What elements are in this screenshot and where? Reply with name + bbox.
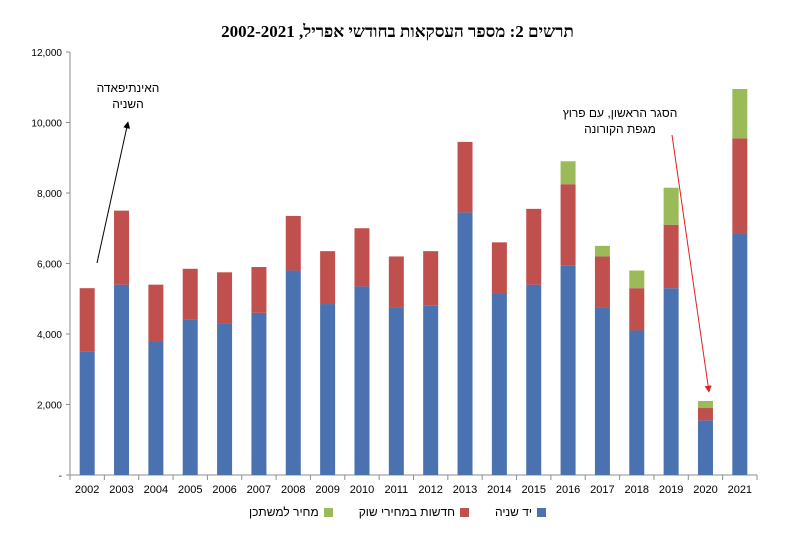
bar-second-hand-2008 [285,270,301,475]
y-tick-label: - [59,471,62,482]
bar-mechir-lamishtaken-2016 [560,161,576,185]
bar-second-hand-2012 [423,305,439,475]
bar-second-hand-2002 [79,351,95,475]
x-tick-label: 2011 [384,484,408,496]
bar-second-hand-2013 [457,212,473,475]
bar-second-hand-2019 [663,288,679,475]
x-tick-label: 2012 [418,484,442,496]
bar-mechir-lamishtaken-2021 [732,89,748,139]
chart-legend: יד שניה חדשות במחירי שוק מחיר למשתכן [0,505,795,519]
bar-new-market-2011 [388,256,404,308]
bar-new-market-2019 [663,224,679,289]
legend-label-new-market: חדשות במחירי שוק [358,505,456,519]
annotation-covid: הסגר הראשון, עם פרוץ מגפת הקורונה [545,105,695,137]
bar-new-market-2016 [560,184,576,266]
bar-second-hand-2005 [182,319,198,475]
x-tick-label: 2009 [315,484,339,496]
annotation-covid-line-1: הסגר הראשון, עם פרוץ [562,106,678,120]
bar-new-market-2012 [423,251,439,306]
annotation-intifada-line-2: השניה [112,97,144,111]
bar-second-hand-2018 [629,330,645,475]
bar-second-hand-2020 [697,420,713,475]
x-tick-label: 2004 [144,484,168,496]
x-tick-label: 2013 [453,484,477,496]
annotation-intifada-line-1: האינתיפאדה [96,81,160,95]
bar-new-market-2015 [526,208,542,285]
legend-swatch-mechir-lamishtaken [323,507,333,517]
bar-new-market-2010 [354,228,370,287]
bar-second-hand-2004 [148,341,164,475]
bar-new-market-2009 [320,251,336,305]
y-tick-label: 6,000 [37,260,62,271]
bar-mechir-lamishtaken-2020 [697,400,713,409]
annotation-arrow-covid [671,134,712,393]
bar-mechir-lamishtaken-2017 [594,245,610,257]
bar-new-market-2002 [79,288,95,352]
legend-label-second-hand: יד שניה [495,505,533,519]
bar-new-market-2013 [457,141,473,213]
x-tick-label: 2021 [728,484,752,496]
legend-item-second-hand: יד שניה [495,505,547,519]
x-tick-label: 2007 [247,484,271,496]
bar-new-market-2004 [148,284,164,342]
x-tick-label: 2016 [556,484,580,496]
bar-second-hand-2015 [526,284,542,475]
x-tick-label: 2008 [281,484,305,496]
annotation-covid-line-2: מגפת הקורונה [584,122,656,136]
bar-second-hand-2021 [732,233,748,475]
y-tick-label: 10,000 [31,119,62,130]
x-tick-label: 2017 [590,484,614,496]
bar-new-market-2017 [594,256,610,308]
x-tick-label: 2018 [625,484,649,496]
bar-second-hand-2017 [594,307,610,475]
x-tick-label: 2005 [178,484,202,496]
legend-item-mechir-lamishtaken: מחיר למשתכן [249,505,333,519]
bar-second-hand-2007 [251,312,267,475]
bar-second-hand-2003 [114,284,130,475]
y-tick-label: 8,000 [37,189,62,200]
y-tick-label: 2,000 [37,401,62,412]
bar-second-hand-2016 [560,265,576,475]
x-tick-label: 2014 [487,484,511,496]
bar-second-hand-2006 [217,323,233,475]
bar-second-hand-2009 [320,304,336,475]
bar-second-hand-2014 [491,293,507,475]
x-tick-label: 2019 [659,484,683,496]
legend-swatch-second-hand [537,507,547,517]
x-tick-label: 2006 [212,484,236,496]
bar-new-market-2008 [285,215,301,271]
legend-label-mechir-lamishtaken: מחיר למשתכן [248,505,319,519]
x-tick-label: 2002 [75,484,99,496]
annotation-intifada: האינתיפאדה השניה [88,80,168,112]
bar-new-market-2005 [182,268,198,320]
y-tick-label: 4,000 [37,330,62,341]
x-tick-label: 2015 [521,484,545,496]
legend-item-new-market: חדשות במחירי שוק [358,505,470,519]
x-tick-label: 2020 [693,484,717,496]
bar-new-market-2003 [114,210,130,285]
annotation-arrow-intifada [96,121,131,264]
bar-second-hand-2011 [388,307,404,475]
chart-title: תרשים 2: מספר העסקאות בחודשי אפריל, 2002… [221,22,574,41]
bar-new-market-2014 [491,242,507,294]
bar-mechir-lamishtaken-2019 [663,187,679,225]
bar-new-market-2007 [251,267,267,313]
y-tick-label: 12,000 [31,48,62,59]
legend-swatch-new-market [460,507,470,517]
bar-second-hand-2010 [354,286,370,475]
x-tick-label: 2003 [109,484,133,496]
bar-new-market-2006 [217,272,233,324]
bar-new-market-2021 [732,138,748,234]
bar-mechir-lamishtaken-2018 [629,270,645,289]
x-tick-label: 2010 [350,484,374,496]
bar-new-market-2018 [629,288,645,331]
bar-new-market-2020 [697,408,713,421]
